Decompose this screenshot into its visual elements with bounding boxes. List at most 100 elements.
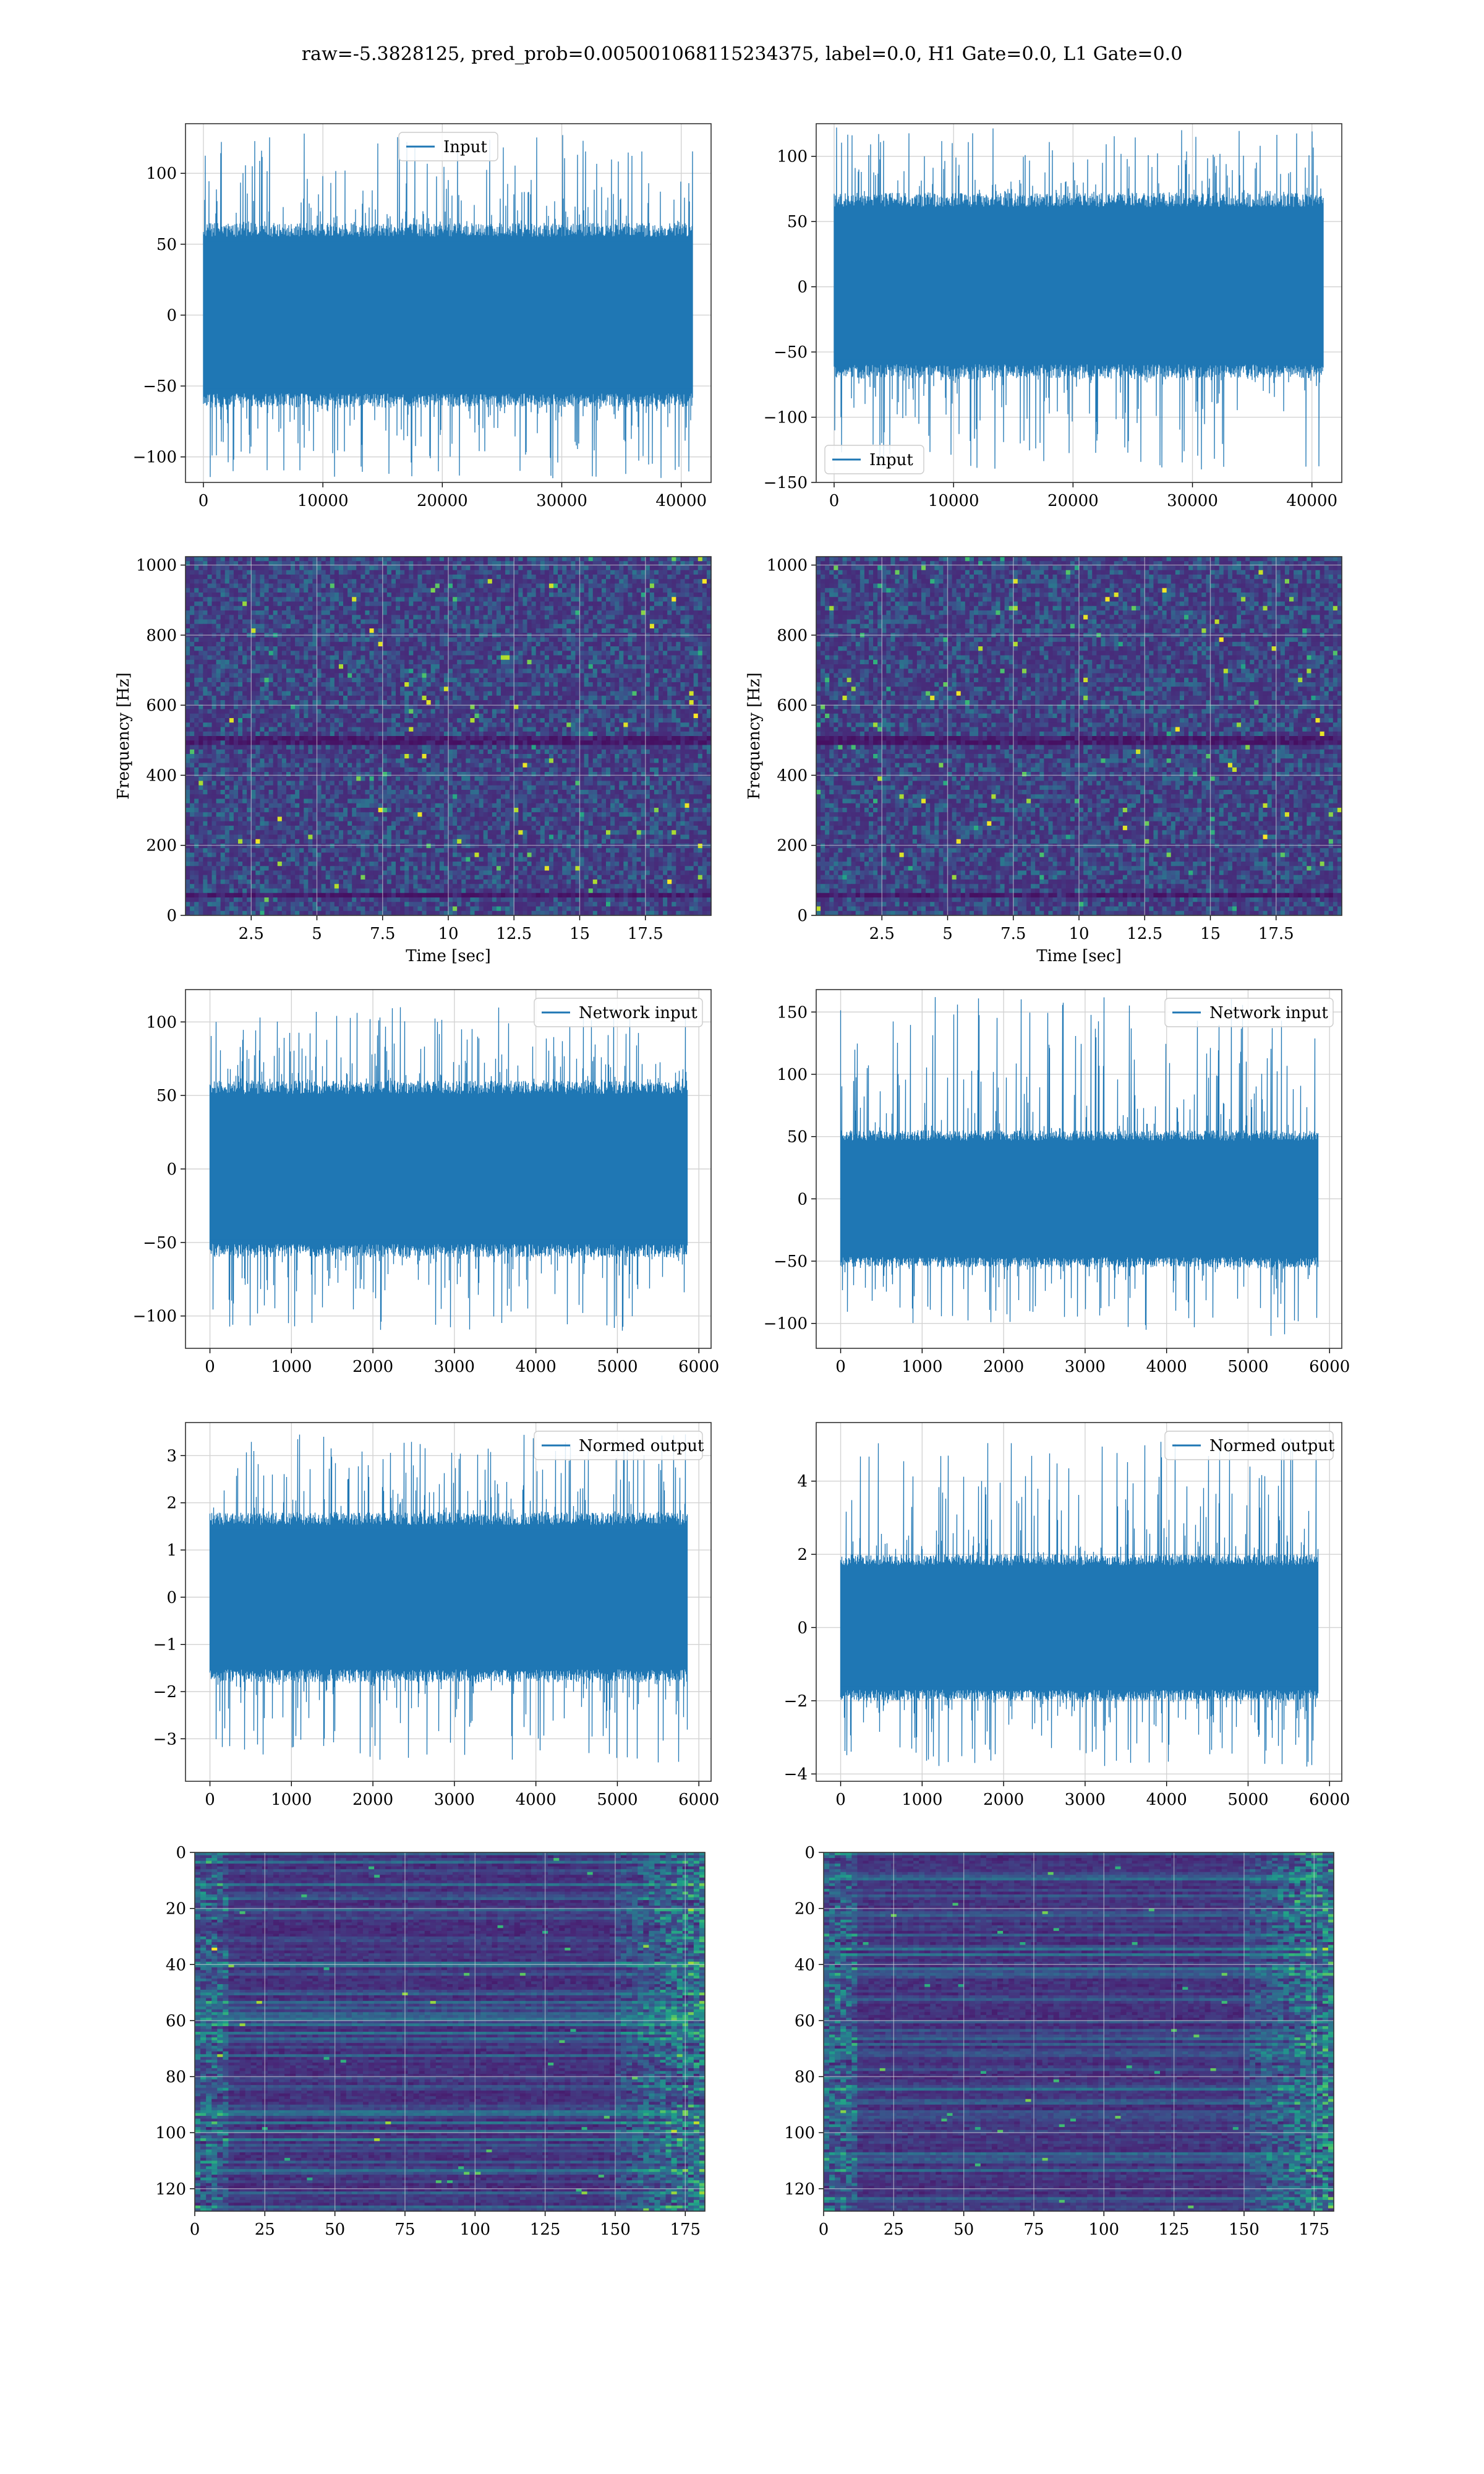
spectrogram-cell	[203, 714, 208, 719]
spectrogram-cell	[453, 642, 458, 647]
spectrogram-cell	[597, 597, 602, 602]
spectrogram-cell	[352, 579, 357, 584]
spectrogram-cell	[562, 597, 567, 602]
spectrogram-cell	[260, 687, 265, 691]
spectrogram-cell	[435, 714, 440, 719]
spectrogram-cell	[698, 606, 703, 611]
spectrogram-cell	[330, 727, 335, 732]
spectrogram-cell	[242, 628, 247, 633]
spectrogram-cell	[234, 682, 239, 687]
spectrogram-cell	[422, 566, 427, 571]
spectrogram-cell	[234, 597, 239, 602]
spectrogram-cell	[527, 628, 532, 633]
spectrogram-cell	[562, 615, 567, 620]
spectrogram-cell	[540, 736, 545, 741]
spectrogram-cell	[558, 696, 563, 701]
spectrogram-cell	[522, 696, 527, 701]
spectrogram-cell	[409, 687, 414, 691]
spectrogram-cell	[194, 620, 199, 625]
spectrogram-cell	[619, 656, 624, 661]
spectrogram-cell	[623, 660, 628, 665]
spectrogram-cell	[417, 557, 422, 562]
spectrogram-cell	[322, 570, 326, 575]
spectrogram-cell	[558, 593, 563, 597]
spectrogram-cell	[597, 602, 602, 607]
spectrogram-cell	[198, 687, 203, 691]
spectrogram-cell	[602, 709, 607, 714]
spectrogram-cell	[650, 727, 655, 732]
spectrogram-cell	[413, 696, 418, 701]
spectrogram-cell	[505, 664, 510, 669]
spectrogram-cell	[234, 669, 239, 674]
spectrogram-cell	[453, 584, 458, 589]
spectrogram-cell	[518, 696, 523, 701]
spectrogram-cell	[545, 566, 550, 571]
spectrogram-cell	[549, 687, 554, 691]
spectrogram-cell	[654, 651, 659, 656]
spectrogram-cell	[229, 642, 234, 647]
spectrogram-cell	[637, 602, 642, 607]
spectrogram-cell	[593, 722, 598, 727]
spectrogram-cell	[265, 718, 270, 723]
spectrogram-cell	[479, 651, 484, 656]
spectrogram-cell	[317, 651, 322, 656]
spectrogram-cell	[260, 669, 265, 674]
spectrogram-cell	[637, 579, 642, 584]
spectrogram-cell	[698, 722, 703, 727]
spectrogram-cell	[255, 651, 260, 656]
spectrogram-cell	[413, 722, 418, 727]
spectrogram-cell	[672, 656, 676, 661]
spectrogram-cell	[404, 642, 409, 647]
spectrogram-cell	[606, 606, 611, 611]
spectrogram-cell	[391, 597, 396, 602]
spectrogram-cell	[413, 727, 418, 732]
x-tick-label: 30000	[536, 492, 587, 510]
spectrogram-cell	[518, 691, 523, 696]
spectrogram-cell	[536, 682, 541, 687]
spectrogram-cell	[637, 628, 642, 633]
spectrogram-cell	[637, 624, 642, 629]
spectrogram-cell	[278, 557, 283, 562]
spectrogram-cell	[654, 610, 659, 615]
spectrogram-cell	[549, 602, 554, 607]
spectrogram-cell	[659, 557, 663, 562]
spectrogram-cell	[702, 651, 707, 656]
spectrogram-cell	[365, 570, 370, 575]
spectrogram-cell	[597, 674, 602, 678]
spectrogram-cell	[383, 687, 388, 691]
spectrogram-cell	[527, 732, 532, 737]
spectrogram-cell	[242, 727, 247, 732]
spectrogram-cell	[251, 624, 256, 629]
spectrogram-cell	[650, 606, 655, 611]
spectrogram-cell	[221, 624, 226, 629]
spectrogram-cell	[273, 718, 278, 723]
spectrogram-cell	[234, 642, 239, 647]
spectrogram-cell	[186, 615, 190, 620]
spectrogram-cell	[356, 700, 361, 705]
spectrogram-cell	[269, 736, 274, 741]
spectrogram-cell	[265, 584, 270, 589]
spectrogram-cell	[453, 615, 458, 620]
spectrogram-cell	[514, 691, 519, 696]
spectrogram-cell	[291, 709, 296, 714]
spectrogram-cell	[260, 588, 265, 593]
spectrogram-cell	[273, 687, 278, 691]
spectrogram-cell	[501, 584, 506, 589]
spectrogram-cell	[672, 584, 676, 589]
spectrogram-cell	[540, 610, 545, 615]
spectrogram-cell	[203, 736, 208, 741]
spectrogram-cell	[676, 593, 681, 597]
spectrogram-cell	[427, 674, 432, 678]
spectrogram-cell	[584, 714, 589, 719]
spectrogram-cell	[475, 646, 480, 651]
spectrogram-cell	[479, 579, 484, 584]
spectrogram-cell	[470, 606, 475, 611]
spectrogram-cell	[203, 575, 208, 580]
spectrogram-cell	[619, 687, 624, 691]
spectrogram-cell	[216, 624, 221, 629]
spectrogram-cell	[225, 722, 230, 727]
spectrogram-cell	[527, 575, 532, 580]
spectrogram-cell	[360, 602, 365, 607]
spectrogram-cell	[348, 593, 352, 597]
spectrogram-cell	[584, 709, 589, 714]
